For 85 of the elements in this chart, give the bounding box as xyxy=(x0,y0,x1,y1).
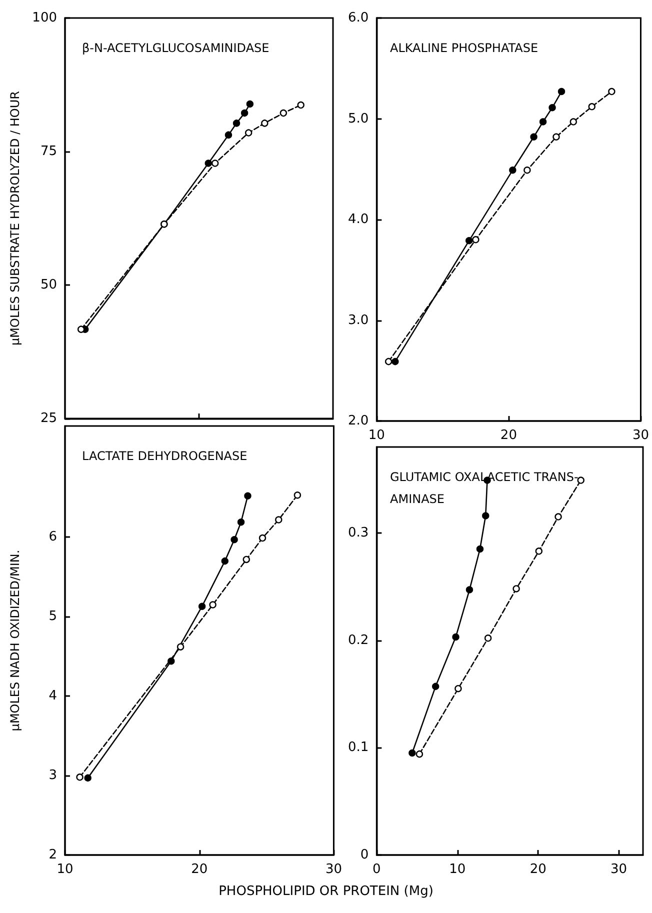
point xyxy=(577,476,584,484)
y-tick-label: 2.0 xyxy=(348,414,369,428)
point xyxy=(244,492,252,500)
point xyxy=(76,774,84,781)
y-tick-label: 75 xyxy=(40,144,57,159)
point xyxy=(240,109,248,117)
point xyxy=(554,513,562,520)
point xyxy=(530,133,538,140)
point xyxy=(168,658,175,665)
point xyxy=(452,633,460,641)
point xyxy=(275,516,282,524)
point xyxy=(482,512,490,520)
x-tick-label: 10 xyxy=(368,428,385,443)
point xyxy=(221,557,228,565)
x-tick-label: 20 xyxy=(500,428,517,443)
point xyxy=(535,548,542,555)
y-tick-label: 4.0 xyxy=(348,212,369,227)
x-tick-label: 10 xyxy=(449,862,466,877)
point xyxy=(198,602,206,610)
point xyxy=(588,103,596,110)
point xyxy=(209,601,216,608)
y-tick-label: 0.3 xyxy=(348,525,369,540)
point xyxy=(476,545,484,553)
y-tick-label: 2 xyxy=(48,848,57,862)
y-tick-label: 100 xyxy=(32,10,57,26)
point xyxy=(509,166,516,174)
y-tick-label: 50 xyxy=(40,278,57,292)
point xyxy=(466,586,474,594)
point xyxy=(204,160,212,167)
y-tick-label: 6.0 xyxy=(348,10,369,26)
point xyxy=(454,684,462,692)
point xyxy=(384,358,392,366)
point xyxy=(297,101,304,109)
point xyxy=(408,749,416,757)
point xyxy=(230,536,238,544)
point xyxy=(548,104,556,112)
text: ALKALINE PHOSPHATASE xyxy=(390,41,538,55)
y-tick-label: 3.0 xyxy=(348,312,369,328)
point xyxy=(608,88,616,96)
y-tick-label: 4 xyxy=(48,688,57,704)
point xyxy=(570,118,577,126)
y-tick-label: 5.0 xyxy=(348,111,369,126)
point xyxy=(232,120,240,127)
point xyxy=(294,492,302,499)
x-tick-label: 30 xyxy=(325,862,342,877)
y-tick-label: 6 xyxy=(48,530,57,545)
point xyxy=(258,534,266,542)
point xyxy=(242,556,250,564)
point xyxy=(524,166,531,174)
point xyxy=(484,634,492,642)
point xyxy=(558,88,566,96)
point xyxy=(552,133,560,140)
point xyxy=(246,100,254,108)
text: β-N-ACETYLGLUCOSAMINIDASE xyxy=(82,41,270,55)
point xyxy=(237,518,245,526)
point xyxy=(512,585,520,592)
x-tick-label: 20 xyxy=(530,862,546,877)
x-tick-label: 20 xyxy=(191,862,208,877)
y-tick-label: 25 xyxy=(40,411,57,426)
y-axis-title: μMOLES NADH OXIDIZED/MIN. xyxy=(8,550,22,732)
point xyxy=(472,236,480,244)
y-tick-label: 0 xyxy=(360,848,369,862)
y-tick-label: 0.1 xyxy=(348,740,369,756)
x-tick-label: 10 xyxy=(56,862,74,877)
y-tick-label: 5 xyxy=(48,609,57,624)
point xyxy=(84,774,92,782)
point xyxy=(211,160,219,167)
text: LACTATE DEHYDROGENASE xyxy=(82,449,248,463)
point xyxy=(224,131,232,139)
point xyxy=(280,109,288,117)
point xyxy=(416,750,424,758)
point xyxy=(261,120,268,127)
x-tick-label: 0 xyxy=(372,862,381,877)
y-tick-label: 3 xyxy=(48,768,57,784)
point xyxy=(244,129,252,136)
x-axis-title: PHOSPHOLIPID OR PROTEIN (Mg) xyxy=(218,884,434,899)
point xyxy=(466,237,473,244)
y-axis-title: μMOLES SUBSTRATE HYDROLYZED / HOUR xyxy=(8,91,22,346)
x-tick-label: 30 xyxy=(632,428,649,443)
x-tick-label: 30 xyxy=(610,862,628,877)
y-tick-label: 0.2 xyxy=(348,632,369,648)
point xyxy=(176,643,184,650)
point xyxy=(539,118,547,126)
point xyxy=(392,358,399,366)
point xyxy=(432,682,440,690)
